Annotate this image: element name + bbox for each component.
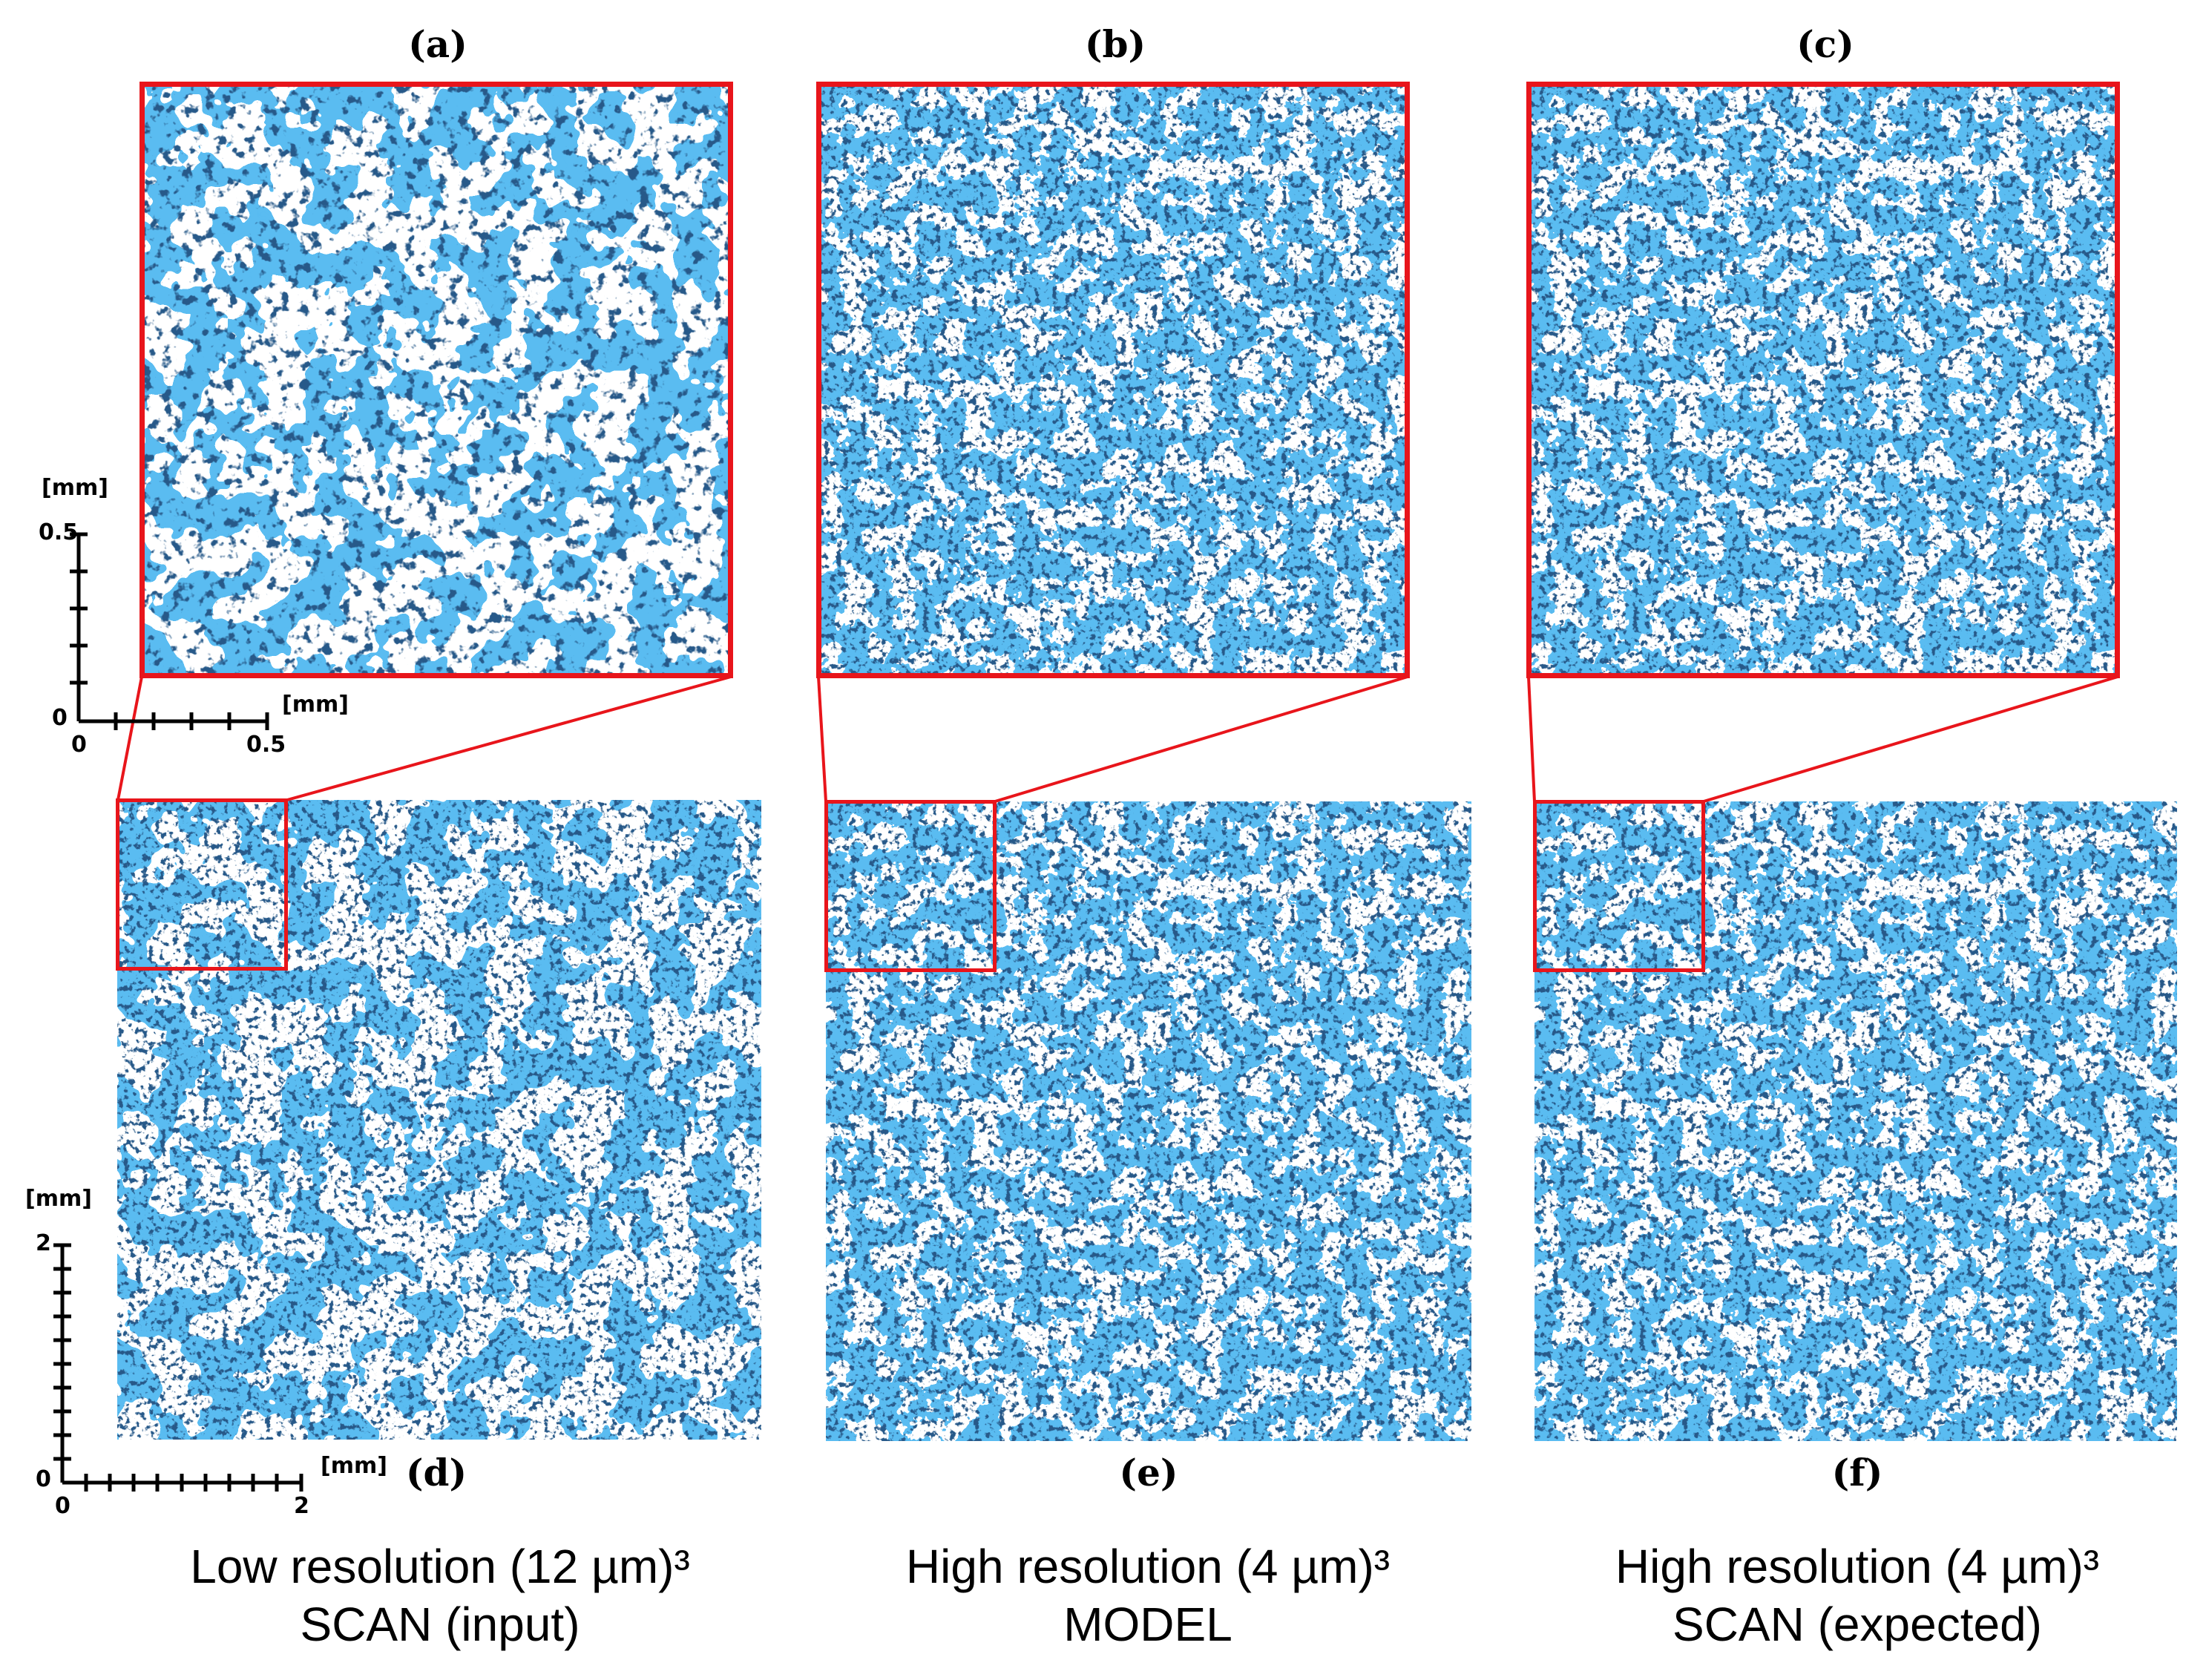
full-image-f [1534, 801, 2177, 1441]
full-image-d [117, 800, 761, 1440]
crop-frame-e [824, 800, 997, 972]
crop-frame-d [116, 798, 288, 971]
zoom-image-c [1528, 83, 2118, 677]
caption-left-line1: Low resolution (12 µm)³ [190, 1540, 690, 1593]
caption-middle: High resolution (4 µm)³ MODEL [814, 1538, 1482, 1653]
scale-small-unit-y: [mm] [42, 475, 108, 501]
scale-large-y-max: 2 [36, 1230, 51, 1256]
caption-right-line1: High resolution (4 µm)³ [1615, 1540, 2100, 1593]
scale-large-x-max: 2 [294, 1493, 309, 1519]
scale-large-origin-x: 0 [55, 1493, 70, 1519]
scale-large-unit-y: [mm] [25, 1186, 92, 1212]
zoom-frame-c [1526, 82, 2120, 678]
zoom-image-b [818, 83, 1408, 677]
panel-label-c: (c) [1796, 22, 1854, 66]
panel-label-f: (f) [1831, 1451, 1883, 1494]
panel-label-b: (b) [1084, 22, 1146, 66]
panel-label-a: (a) [408, 22, 467, 66]
scale-large-unit-x: [mm] [321, 1453, 387, 1479]
scale-large-origin-y: 0 [36, 1466, 51, 1492]
full-image-e [826, 801, 1471, 1441]
scale-small-unit-x: [mm] [282, 692, 349, 718]
caption-middle-line2: MODEL [1063, 1598, 1232, 1651]
zoom-frame-b [816, 82, 1410, 678]
scale-small-x-max: 0.5 [246, 732, 286, 758]
caption-middle-line1: High resolution (4 µm)³ [905, 1540, 1391, 1593]
crop-frame-f [1533, 800, 1705, 972]
scale-small-origin-x: 0 [71, 732, 87, 758]
panel-label-e: (e) [1119, 1451, 1178, 1494]
caption-right-line2: SCAN (expected) [1672, 1598, 2042, 1651]
scale-small-origin-y: 0 [52, 705, 68, 731]
zoom-frame-a [139, 82, 733, 678]
caption-left: Low resolution (12 µm)³ SCAN (input) [106, 1538, 774, 1653]
panel-label-d: (d) [405, 1451, 467, 1494]
zoom-image-a [141, 83, 732, 677]
scale-small-y-max: 0.5 [39, 519, 79, 545]
caption-left-line2: SCAN (input) [300, 1598, 580, 1651]
caption-right: High resolution (4 µm)³ SCAN (expected) [1523, 1538, 2191, 1653]
